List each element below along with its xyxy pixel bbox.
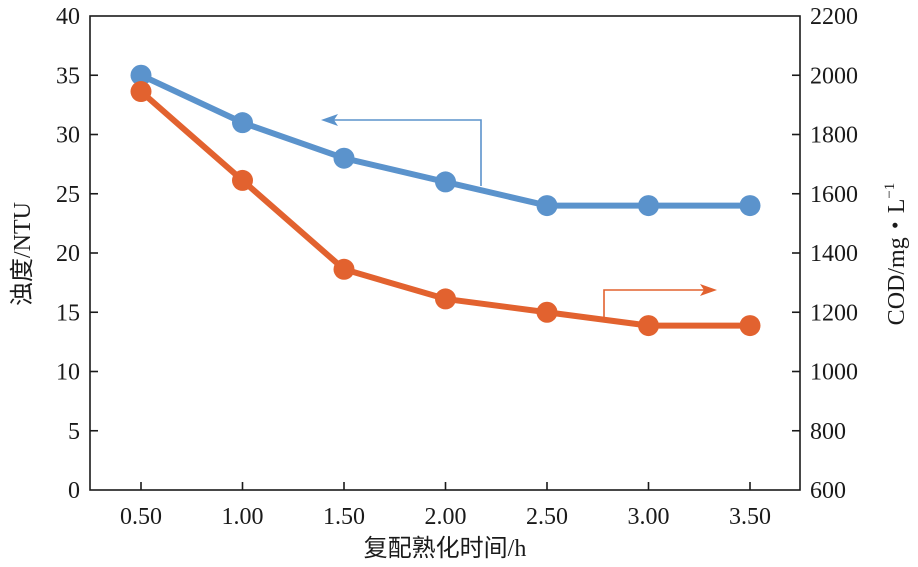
- y-right-tick-label-2000: 2000: [810, 63, 858, 89]
- x-tick-label-0.50: 0.50: [120, 504, 162, 530]
- y-right-tick-label-1600: 1600: [810, 182, 858, 208]
- y-axis-right-title-main: COD/mg・L: [884, 199, 910, 326]
- x-tick-label-2.00: 2.00: [425, 504, 467, 530]
- y-left-tick-label-0: 0: [68, 478, 80, 504]
- series-1-point-1: [232, 169, 253, 191]
- left-axis-arrow-head: [321, 114, 338, 126]
- series-0-point-0: [130, 64, 152, 86]
- axes-frame: [89, 15, 801, 491]
- x-tick-label-1.00: 1.00: [222, 504, 264, 530]
- series-1-point-4: [536, 301, 558, 323]
- right-axis-arrow-line: [603, 289, 710, 318]
- y-right-tick-label-1400: 1400: [810, 241, 858, 267]
- series-0-point-5: [638, 195, 659, 217]
- x-tick-label-3.50: 3.50: [729, 504, 771, 530]
- series-1-point-0: [130, 81, 152, 103]
- series-0-point-6: [739, 195, 761, 217]
- y-right-tick-label-1200: 1200: [810, 300, 858, 326]
- y-left-tick-label-40: 40: [56, 4, 80, 30]
- left-axis-arrow-line: [326, 119, 482, 186]
- y-left-tick-label-30: 30: [56, 123, 80, 149]
- x-tick-label-2.50: 2.50: [526, 504, 568, 530]
- y-axis-right-title-sup: −1: [882, 183, 898, 199]
- series-0-point-2: [333, 147, 355, 169]
- x-axis-title: 复配熟化时间/h: [364, 535, 527, 562]
- y-right-tick-label-2200: 2200: [810, 4, 858, 30]
- series-1-point-6: [739, 315, 761, 337]
- y-right-tick-label-1000: 1000: [810, 360, 858, 386]
- right-axis-arrow-head: [700, 284, 717, 296]
- tick-labels: 0 5 10 15 20 25 30 35 40 600 800 1000 1200 1400 1600 18…: [56, 4, 858, 530]
- series-0-point-1: [232, 112, 253, 134]
- y-axis-right-title: COD/mg・L−1: [882, 183, 910, 326]
- y-left-tick-label-35: 35: [56, 63, 80, 89]
- series-1-point-5: [638, 315, 659, 337]
- series-0-point-4: [536, 195, 558, 217]
- y-left-tick-label-20: 20: [56, 241, 80, 267]
- series-group: [130, 64, 761, 337]
- series-1-point-3: [435, 288, 456, 310]
- series-1-point-2: [333, 258, 355, 280]
- ticks: [90, 74, 800, 490]
- y-right-tick-label-800: 800: [810, 419, 846, 445]
- y-axis-left-title: 浊度/NTU: [9, 202, 36, 306]
- x-tick-label-1.50: 1.50: [323, 504, 365, 530]
- plot-frame: [89, 15, 801, 491]
- y-right-tick-label-1800: 1800: [810, 123, 858, 149]
- y-right-tick-label-600: 600: [810, 478, 846, 504]
- y-left-tick-label-15: 15: [56, 300, 80, 326]
- series-0-point-3: [435, 171, 456, 193]
- axis-arrows: [321, 114, 717, 318]
- y-left-tick-label-25: 25: [56, 182, 80, 208]
- x-tick-label-3.00: 3.00: [628, 504, 670, 530]
- y-left-tick-label-5: 5: [68, 419, 80, 445]
- y-left-tick-label-10: 10: [56, 360, 80, 386]
